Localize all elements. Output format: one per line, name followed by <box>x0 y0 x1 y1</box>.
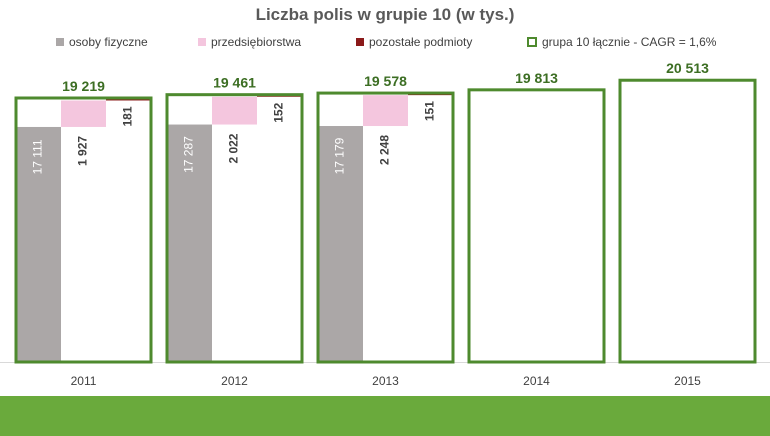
x-tick-label: 2015 <box>674 374 701 388</box>
legend-label-przedsiebiorstwa: przedsiębiorstwa <box>211 35 302 49</box>
legend-swatch-przedsiebiorstwa <box>198 38 206 46</box>
bar-osoby-fizyczne <box>16 126 61 362</box>
bar-przedsiebiorstwa <box>363 95 408 127</box>
chart-title: Liczba polis w grupie 10 (w tys.) <box>255 5 515 24</box>
x-tick-label: 2011 <box>71 374 97 388</box>
bar-grupa-10-lacznie <box>165 93 304 364</box>
legend: osoby fizyczne przedsiębiorstwa pozostał… <box>0 35 770 51</box>
bar-grupa-10-lacznie <box>467 88 606 364</box>
legend-item-osoby-fizyczne: osoby fizyczne <box>56 35 148 49</box>
data-label-grupa-10-lacznie: 19 578 <box>364 73 407 89</box>
data-label-pozostale-podmioty: 152 <box>272 102 286 122</box>
bar-osoby-fizyczne <box>318 126 363 362</box>
legend-label-pozostale-podmioty: pozostałe podmioty <box>369 35 473 49</box>
data-label-przedsiebiorstwa: 2 022 <box>227 133 241 163</box>
legend-swatch-osoby-fizyczne <box>56 38 64 46</box>
legend-item-pozostale-podmioty: pozostałe podmioty <box>356 35 472 49</box>
footer-bar <box>0 396 770 436</box>
x-tick-label: 2013 <box>372 374 399 388</box>
data-label-grupa-10-lacznie: 19 813 <box>515 70 558 86</box>
bar-przedsiebiorstwa <box>61 100 106 127</box>
legend-label-osoby-fizyczne: osoby fizyczne <box>69 35 148 49</box>
bar-grupa-10-lacznie <box>316 91 455 364</box>
x-tick-label: 2014 <box>523 374 550 388</box>
data-label-grupa-10-lacznie: 19 461 <box>213 75 256 91</box>
x-tick-label: 2012 <box>221 374 248 388</box>
bar-przedsiebiorstwa <box>212 96 257 125</box>
data-label-osoby-fizyczne: 17 111 <box>31 139 45 174</box>
data-label-grupa-10-lacznie: 19 219 <box>62 78 105 94</box>
data-label-pozostale-podmioty: 181 <box>121 106 135 126</box>
legend-swatch-grupa-10-lacznie <box>527 37 537 47</box>
data-label-przedsiebiorstwa: 1 927 <box>76 136 90 166</box>
data-label-grupa-10-lacznie: 20 513 <box>666 60 709 76</box>
data-label-osoby-fizyczne: 17 287 <box>182 136 196 173</box>
legend-item-grupa-10-lacznie: grupa 10 łącznie - CAGR = 1,6% <box>527 35 716 49</box>
data-label-osoby-fizyczne: 17 179 <box>333 137 347 174</box>
legend-label-grupa-10-lacznie: grupa 10 łącznie - CAGR = 1,6% <box>542 35 717 49</box>
legend-item-przedsiebiorstwa: przedsiębiorstwa <box>198 35 301 49</box>
legend-swatch-pozostale-podmioty <box>356 38 364 46</box>
bar-grupa-10-lacznie <box>618 78 757 364</box>
chart-plot: 17 111 1 927 181 19 219 2011 17 287 2 022 152 19… <box>0 60 770 388</box>
data-label-przedsiebiorstwa: 2 248 <box>378 135 392 165</box>
data-label-pozostale-podmioty: 151 <box>423 101 437 121</box>
bar-osoby-fizyczne <box>167 124 212 363</box>
bar-grupa-10-lacznie <box>14 96 153 364</box>
